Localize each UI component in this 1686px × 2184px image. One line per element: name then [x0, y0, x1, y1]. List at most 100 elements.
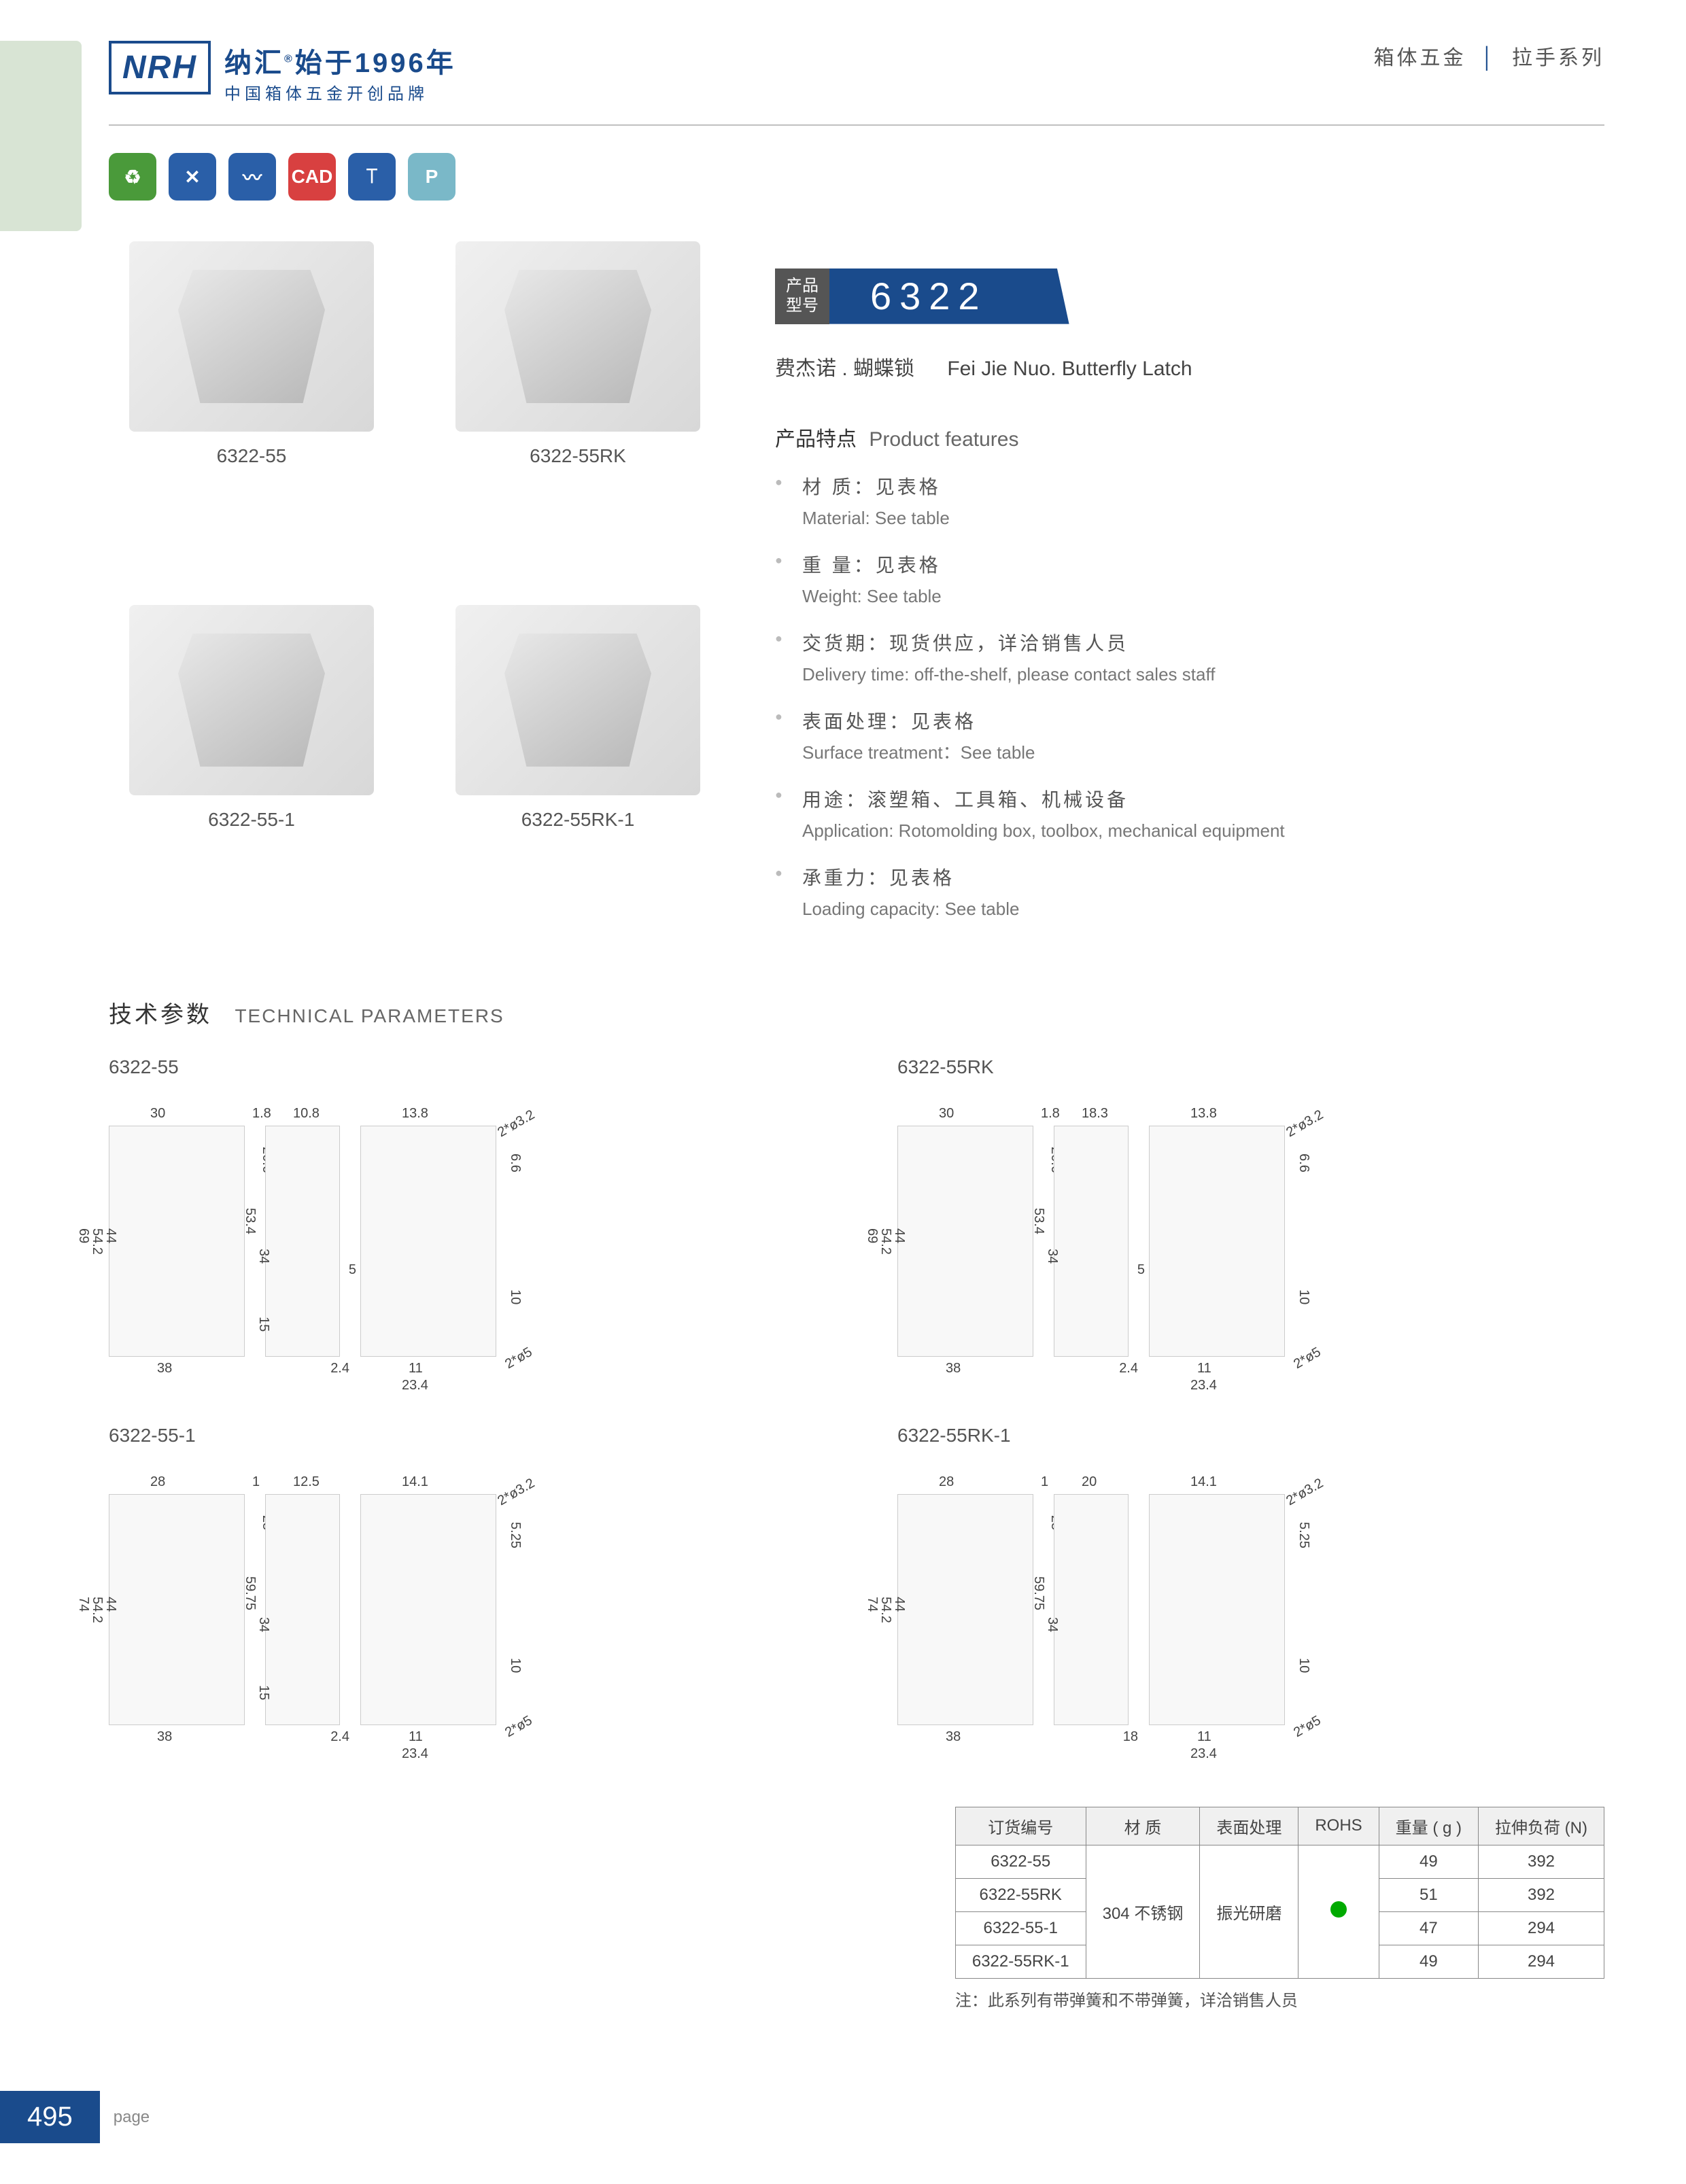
feature-item: 交货期：现货供应，详洽销售人员 Delivery time: off-the-s…	[775, 629, 1604, 688]
dim: 18.3	[1082, 1106, 1108, 1122]
dim: 59.75	[242, 1576, 258, 1610]
dim: 10	[1296, 1289, 1311, 1304]
logo-title: 纳汇®始于1996年	[224, 41, 456, 80]
feature-en: Delivery time: off-the-shelf, please con…	[802, 661, 1604, 688]
product-image	[129, 605, 374, 795]
dim: 5	[349, 1262, 356, 1278]
dim: 6.6	[1296, 1154, 1311, 1173]
spec-note: 注：此系列有带弹簧和不带弹簧，详洽销售人员	[955, 1987, 1604, 2011]
eco-icon: ♻	[109, 153, 156, 201]
th-rohs: ROHS	[1298, 1807, 1379, 1845]
cell-weight: 49	[1379, 1945, 1478, 1978]
feature-cn: 交货期：现货供应，详洽销售人员	[802, 629, 1604, 656]
dim: 14.1	[402, 1474, 428, 1490]
spec-table: 订货编号 材 质 表面处理 ROHS 重量 ( g ) 拉伸负荷 (N) 632…	[955, 1807, 1604, 1979]
cad-icon: CAD	[288, 153, 336, 201]
feature-cn: 承重力：见表格	[802, 863, 1604, 890]
drawing-front-view: 30 69 54.2 44 20.6 38	[109, 1126, 245, 1357]
dim: 38	[157, 1361, 172, 1376]
product-label: 6322-55RK-1	[435, 809, 721, 831]
feature-item: 承重力：见表格 Loading capacity: See table	[775, 863, 1604, 922]
dim: 2*ø5	[1291, 1713, 1324, 1741]
dim: 53.4	[1031, 1208, 1046, 1234]
drawing-box: 28 74 54.2 44 25 38 1 12.5 59.75 34 15 2…	[109, 1467, 816, 1752]
dim: 38	[946, 1729, 961, 1745]
dim: 1	[1041, 1474, 1048, 1490]
feature-list: 材 质：见表格 Material: See table 重 量：见表格 Weig…	[775, 472, 1604, 922]
product-image	[129, 241, 374, 432]
tools-icon: ✕	[169, 153, 216, 201]
feature-en: Application: Rotomolding box, toolbox, m…	[802, 818, 1604, 844]
dim: 11	[1197, 1729, 1211, 1745]
dim: 1.8	[1041, 1106, 1060, 1122]
drawing-iso-view: 13.8 2*ø3.2 6.6 10 11 23.4 2*ø5	[360, 1126, 496, 1357]
dim: 13.8	[1190, 1106, 1217, 1122]
th-load: 拉伸负荷 (N)	[1479, 1807, 1604, 1845]
dim: 30	[150, 1106, 165, 1122]
dim: 44	[891, 1228, 907, 1243]
cell-material: 304 不锈钢	[1086, 1845, 1200, 1978]
dim: 2*ø3.2	[495, 1475, 538, 1508]
tech-title-cn: 技术参数	[109, 1002, 212, 1028]
features-title-en: Product features	[869, 428, 1018, 451]
header-category: 箱体五金 │ 拉手系列	[1374, 41, 1604, 71]
dim: 10.8	[293, 1106, 320, 1122]
screw-icon: ⟙	[348, 153, 396, 201]
cell-load: 392	[1479, 1878, 1604, 1911]
product-image	[455, 605, 700, 795]
model-tag-l1: 产品	[786, 277, 819, 296]
dim: 15	[256, 1685, 271, 1700]
dim: 1	[252, 1474, 260, 1490]
tech-params-title: 技术参数 TECHNICAL PARAMETERS	[109, 996, 1604, 1029]
dim: 12.5	[293, 1474, 320, 1490]
drawing-label: 6322-55RK-1	[897, 1425, 1604, 1446]
dim: 13.8	[402, 1106, 428, 1122]
product-cell: 6322-55RK-1	[435, 605, 721, 941]
dim: 11	[1197, 1361, 1211, 1376]
page-header: NRH 纳汇®始于1996年 中国箱体五金开创品牌 箱体五金 │ 拉手系列	[109, 41, 1604, 126]
dim: 2.4	[330, 1361, 349, 1376]
drawing-label: 6322-55RK	[897, 1056, 1604, 1078]
th-surface: 表面处理	[1200, 1807, 1298, 1845]
drawing-box: 30 69 54.2 44 20.6 38 1.8 18.3 53.4 34 2…	[897, 1098, 1604, 1384]
page-number: 495	[0, 2091, 100, 2143]
dim: 59.75	[1031, 1576, 1046, 1610]
drawing-front-view: 30 69 54.2 44 20.6 38	[897, 1126, 1033, 1357]
drawing-box: 30 69 54.2 44 20.6 38 1.8 10.8 53.4 34 1…	[109, 1098, 816, 1384]
product-image	[455, 241, 700, 432]
drawing-side-view: 1.8 18.3 53.4 34 2.4 5	[1054, 1126, 1129, 1357]
cell-code: 6322-55-1	[955, 1911, 1086, 1945]
feature-item: 重 量：见表格 Weight: See table	[775, 551, 1604, 610]
dim: 34	[256, 1617, 271, 1632]
info-panel: 产品 型号 6322 费杰诺 . 蝴蝶锁 Fei Jie Nuo. Butter…	[775, 241, 1604, 941]
dim: 38	[946, 1361, 961, 1376]
feature-icon-row: ♻ ✕ 〰 CAD ⟙ P	[109, 153, 1604, 201]
feature-en: Weight: See table	[802, 583, 1604, 610]
drawing-front-view: 28 74 54.2 44 25 38	[897, 1494, 1033, 1725]
th-material: 材 质	[1086, 1807, 1200, 1845]
feature-en: Surface treatment：See table	[802, 740, 1604, 766]
feature-cn: 重 量：见表格	[802, 551, 1604, 578]
drawing-box: 28 74 54.2 44 25 38 1 20 59.75 34 18 14.…	[897, 1467, 1604, 1752]
dim: 23.4	[402, 1378, 428, 1393]
dim: 44	[103, 1228, 118, 1243]
tech-title-en: TECHNICAL PARAMETERS	[235, 1005, 504, 1026]
logo-mark: NRH	[109, 41, 211, 94]
dim: 20	[1082, 1474, 1097, 1490]
dim: 2*ø3.2	[1284, 1107, 1326, 1140]
dim: 23.4	[1190, 1746, 1217, 1762]
dim: 2*ø5	[502, 1713, 535, 1741]
feature-cn: 用途：滚塑箱、工具箱、机械设备	[802, 785, 1604, 812]
dim: 28	[150, 1474, 165, 1490]
cell-load: 294	[1479, 1911, 1604, 1945]
page-footer: 495 page	[0, 2091, 150, 2143]
dim: 2.4	[1119, 1361, 1138, 1376]
spec-area: 订货编号 材 质 表面处理 ROHS 重量 ( g ) 拉伸负荷 (N) 632…	[109, 1807, 1604, 2011]
product-name-cn: 费杰诺 . 蝴蝶锁	[775, 358, 914, 380]
dim: 10	[507, 1289, 523, 1304]
dim: 2*ø3.2	[495, 1107, 538, 1140]
dim: 5.25	[507, 1522, 523, 1548]
dim: 1.8	[252, 1106, 271, 1122]
product-cell: 6322-55	[109, 241, 394, 578]
dim: 6.6	[507, 1154, 523, 1173]
